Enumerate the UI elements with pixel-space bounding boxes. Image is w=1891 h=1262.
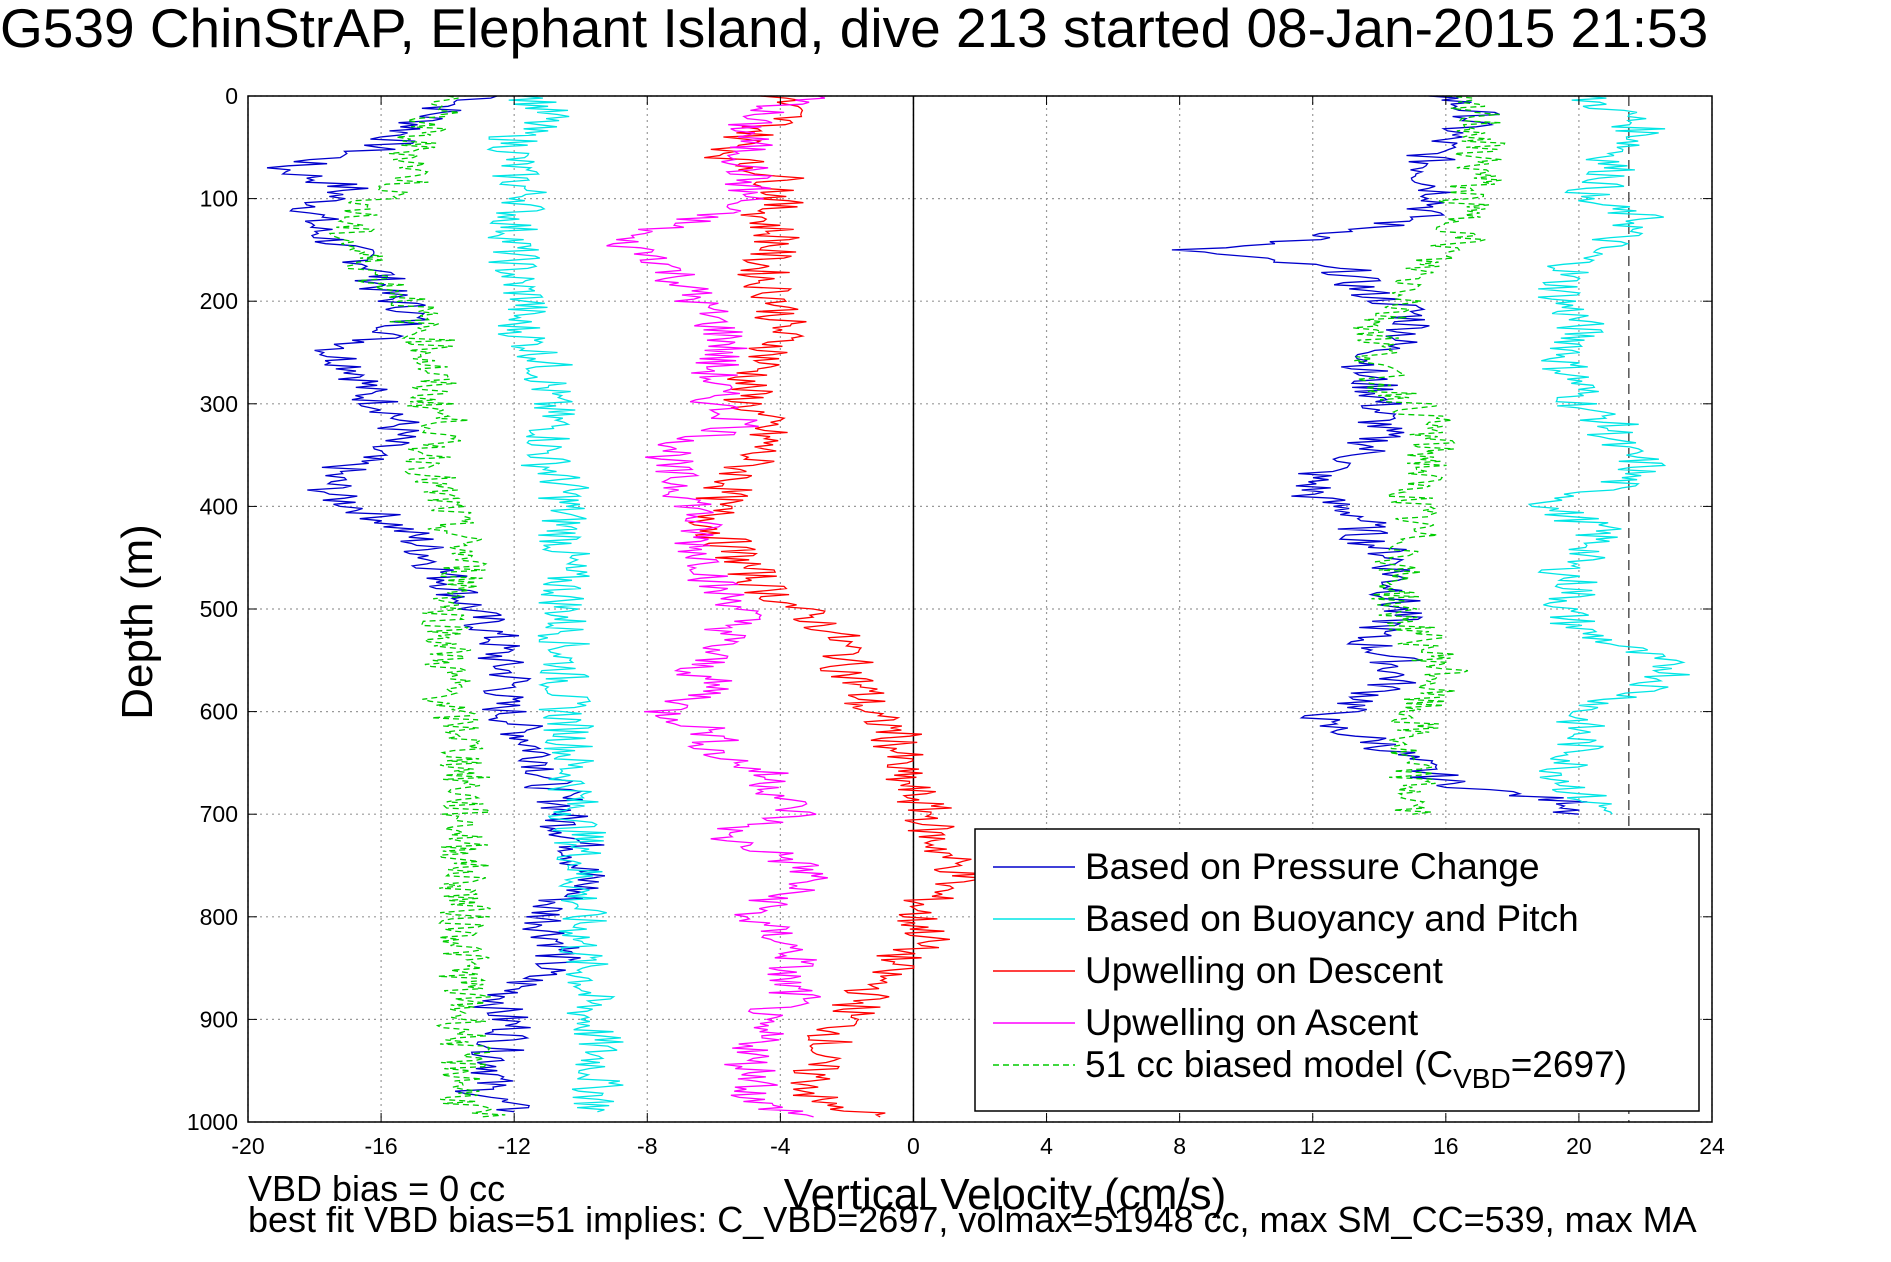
legend-label: 51 cc biased model (CVBD=2697)	[1085, 1044, 1627, 1094]
x-tick-label: 8	[1173, 1133, 1186, 1159]
legend-label: Upwelling on Ascent	[1085, 1002, 1419, 1043]
x-tick-label: 20	[1566, 1133, 1592, 1159]
series-line-based-on-pressure-change-descent	[266, 95, 606, 1113]
series-lines	[266, 95, 1690, 1118]
x-tick-label: 16	[1433, 1133, 1459, 1159]
best-fit-note: best fit VBD bias=51 implies: C_VBD=2697…	[248, 1199, 1697, 1240]
x-tick-label: 0	[907, 1133, 920, 1159]
y-tick-label: 400	[200, 493, 238, 519]
series-line-based-on-buoyancy-and-pitch-descent	[486, 95, 624, 1113]
series-line-unlabeled-ascent	[1171, 95, 1588, 815]
y-axis-label: Depth (m)	[113, 524, 162, 720]
legend-label: Based on Buoyancy and Pitch	[1085, 898, 1579, 939]
y-tick-label: 500	[200, 596, 238, 622]
x-tick-label: -4	[770, 1133, 791, 1159]
legend-label: Based on Pressure Change	[1085, 846, 1540, 887]
y-tick-label: 0	[225, 83, 238, 109]
y-tick-label: 200	[200, 288, 238, 314]
x-tick-labels: -20 -16 -12 -8 -4 0 4 8 12 16 20 24	[231, 1133, 1725, 1159]
legend-label: Upwelling on Descent	[1085, 950, 1444, 991]
y-tick-label: 900	[200, 1006, 238, 1032]
legend-box	[974, 828, 1700, 1112]
axes	[247, 95, 1713, 1123]
x-tick-label: -12	[498, 1133, 531, 1159]
x-tick-label: -16	[364, 1133, 397, 1159]
y-tick-labels: 0 100 200 300 400 500 600 700 800 900 1000	[187, 83, 238, 1135]
x-tick-label: -8	[637, 1133, 657, 1159]
legend: Based on Pressure Change Based on Buoyanc…	[974, 828, 1700, 1112]
y-tick-label: 100	[200, 186, 238, 212]
x-tick-label: -20	[231, 1133, 264, 1159]
vbd-bias-note: VBD bias = 0 cc	[248, 1168, 506, 1209]
y-tick-label: 300	[200, 391, 238, 417]
x-tick-label: 4	[1040, 1133, 1053, 1159]
series-line-upwelling-on-descent-descent	[687, 95, 984, 1118]
x-tick-label: 24	[1699, 1133, 1725, 1159]
y-tick-label: 800	[200, 904, 238, 930]
y-tick-label: 1000	[187, 1109, 238, 1135]
series-line-51-cc-biased-model-c-vbd-2697-descent	[328, 95, 506, 1118]
y-tick-label: 600	[200, 699, 238, 725]
x-tick-label: 12	[1300, 1133, 1326, 1159]
series-line-unlabeled-ascent	[1527, 95, 1690, 815]
series-line-unlabeled-ascent	[1353, 95, 1506, 815]
x-axis-label: Vertical Velocity (cm/s)	[784, 1170, 1227, 1219]
y-tick-label: 700	[200, 801, 238, 827]
series-line-upwelling-on-ascent-ascent	[606, 95, 828, 1118]
chart-title: G539 ChinStrAP, Elephant Island, dive 21…	[0, 0, 1709, 59]
plot-frame	[247, 95, 1713, 1123]
